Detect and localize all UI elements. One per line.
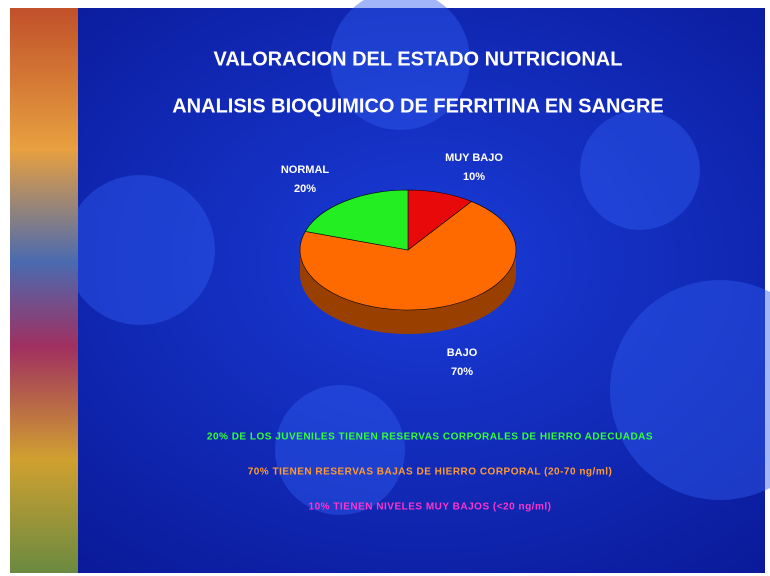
chart-title: VALORACION DEL ESTADO NUTRICIONAL — [214, 48, 623, 70]
left-strip — [10, 8, 78, 573]
slice-value-label: 10% — [463, 171, 485, 183]
slice-label: BAJO — [447, 347, 478, 359]
slice-label: MUY BAJO — [445, 152, 503, 164]
annotation: 10% TIENEN NIVELES MUY BAJOS (<20 ng/ml) — [309, 502, 552, 513]
slice-label: NORMAL — [281, 164, 330, 176]
slice-value-label: 70% — [451, 366, 473, 378]
chart-subtitle: ANALISIS BIOQUIMICO DE FERRITINA EN SANG… — [172, 95, 664, 117]
annotation: 70% TIENEN RESERVAS BAJAS DE HIERRO CORP… — [248, 467, 613, 478]
slide: VALORACION DEL ESTADO NUTRICIONAL ANALIS… — [0, 0, 770, 576]
slice-value-label: 20% — [294, 183, 316, 195]
annotation: 20% DE LOS JUVENILES TIENEN RESERVAS COR… — [207, 432, 653, 443]
